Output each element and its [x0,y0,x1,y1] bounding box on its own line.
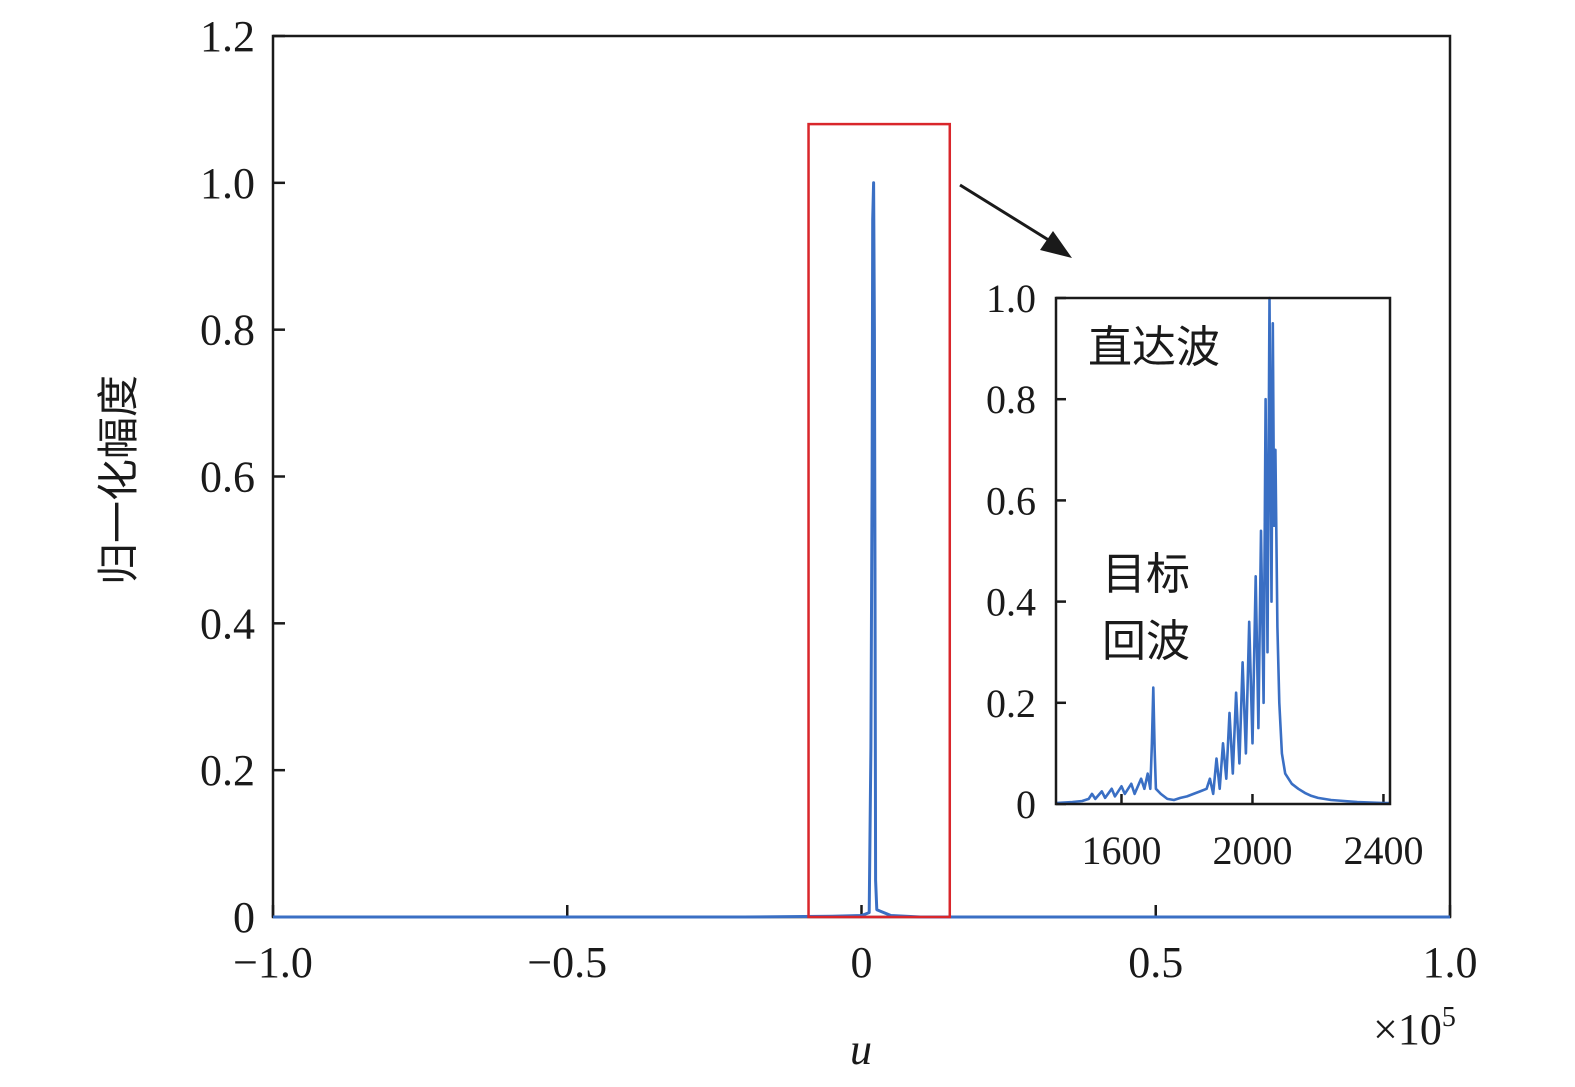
main-x-tick-label: 1.0 [1423,938,1478,987]
main-x-tick-label: 0 [851,938,873,987]
inset-y-tick-label: 0.4 [986,580,1036,625]
inset-y-tick-label: 0.2 [986,681,1036,726]
inset-y-tick-label: 0 [1016,782,1036,827]
main-y-tick-label: 1.2 [200,12,255,61]
main-x-ticks: −1.0 −0.5 0 0.5 1.0 [233,905,1478,987]
inset-x-tick-label: 2400 [1343,828,1423,873]
x-axis-title: u [850,1025,872,1074]
inset-x-tick-label: 1600 [1081,828,1161,873]
x-axis-multiplier-base: ×10 [1373,1005,1442,1054]
target-echo-label-line1: 目标 [1102,549,1190,600]
main-y-tick-label: 0.6 [200,453,255,502]
inset-y-ticks: 0 0.2 0.4 0.6 0.8 1.0 [986,276,1066,827]
inset-series-line [1055,296,1390,805]
x-axis-multiplier: ×105 [1373,1002,1456,1054]
inset-plot-background [1056,298,1390,804]
zoom-arrow [959,183,1072,258]
inset-y-tick-label: 0.8 [986,377,1036,422]
inset-x-tick-label: 2000 [1212,828,1292,873]
x-axis-multiplier-exponent: 5 [1442,1002,1456,1033]
direct-wave-label: 直达波 [1088,322,1220,373]
main-x-tick-label: −1.0 [233,938,313,987]
inset-y-tick-label: 0.6 [986,478,1036,523]
y-axis-title: 归一化幅度 [94,375,143,585]
zoom-highlight-box [807,122,952,919]
inset-x-ticks: 1600 2000 2400 [1081,794,1423,873]
main-y-tick-label: 0 [233,893,255,942]
main-x-tick-label: 0.5 [1128,938,1183,987]
inset-y-tick-label: 1.0 [986,276,1036,321]
main-y-tick-label: 1.0 [200,159,255,208]
main-y-tick-label: 0.8 [200,306,255,355]
main-x-tick-label: −0.5 [527,938,607,987]
target-echo-label-line2: 回波 [1102,616,1190,667]
main-y-tick-label: 0.4 [200,599,255,648]
main-y-tick-label: 0.2 [200,746,255,795]
main-y-ticks: 0 0.2 0.4 0.6 0.8 1.0 1.2 [200,12,285,942]
inset-plot-frame [1054,296,1392,806]
